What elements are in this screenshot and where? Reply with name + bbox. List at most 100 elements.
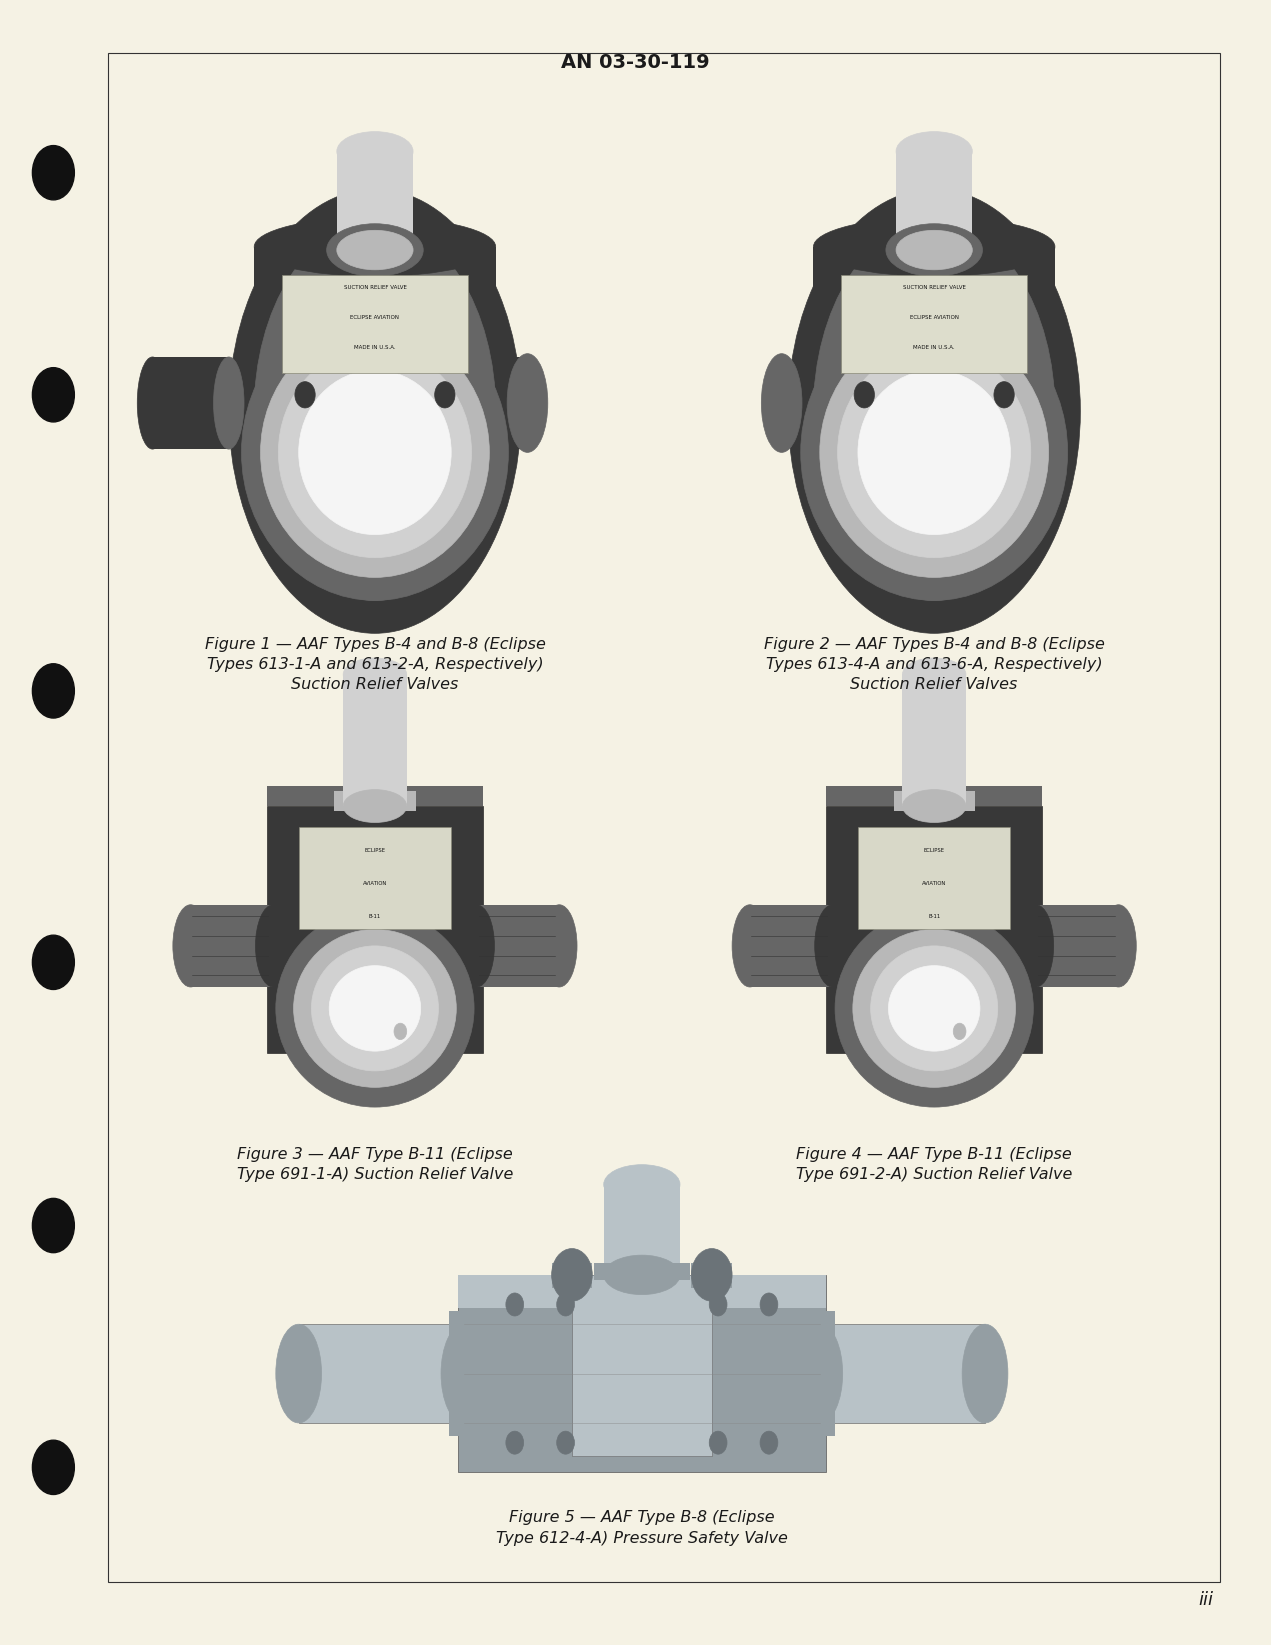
Bar: [334, 791, 416, 811]
Text: Figure 1 — AAF Types B-4 and B-8 (Eclipse
Types 613-1-A and 613-2-A, Respectivel: Figure 1 — AAF Types B-4 and B-8 (Eclips…: [205, 637, 545, 693]
Ellipse shape: [173, 905, 208, 987]
Bar: [826, 806, 1042, 1053]
Text: iii: iii: [1199, 1591, 1214, 1609]
Ellipse shape: [557, 1293, 574, 1316]
Ellipse shape: [813, 222, 1055, 600]
Bar: [337, 151, 413, 250]
Bar: [458, 1275, 826, 1472]
Text: Figure 4 — AAF Type B-11 (Eclipse
Type 691-2-A) Suction Relief Valve: Figure 4 — AAF Type B-11 (Eclipse Type 6…: [796, 1147, 1073, 1183]
Ellipse shape: [254, 222, 496, 600]
Ellipse shape: [278, 347, 472, 558]
Bar: [282, 275, 468, 373]
Circle shape: [33, 367, 75, 421]
Ellipse shape: [295, 382, 315, 408]
Text: SUCTION RELIEF VALVE: SUCTION RELIEF VALVE: [343, 285, 407, 291]
Ellipse shape: [801, 304, 1068, 600]
Text: Figure 2 — AAF Types B-4 and B-8 (Eclipse
Types 613-4-A and 613-6-A, Respectivel: Figure 2 — AAF Types B-4 and B-8 (Eclips…: [764, 637, 1104, 693]
Bar: [299, 827, 451, 929]
Ellipse shape: [886, 224, 982, 276]
Ellipse shape: [276, 910, 474, 1107]
Text: Figure 5 — AAF Type B-8 (Eclipse
Type 612-4-A) Pressure Safety Valve: Figure 5 — AAF Type B-8 (Eclipse Type 61…: [496, 1510, 788, 1546]
Bar: [826, 786, 1042, 806]
Ellipse shape: [604, 1165, 680, 1204]
Ellipse shape: [858, 370, 1010, 535]
Ellipse shape: [261, 327, 489, 577]
Ellipse shape: [1018, 905, 1054, 987]
Ellipse shape: [214, 357, 244, 449]
Ellipse shape: [435, 382, 455, 408]
Ellipse shape: [709, 1431, 727, 1454]
Ellipse shape: [994, 382, 1014, 408]
Ellipse shape: [254, 365, 496, 424]
Bar: [449, 1311, 472, 1436]
Text: AVIATION: AVIATION: [921, 880, 947, 887]
Ellipse shape: [919, 357, 949, 449]
Ellipse shape: [838, 347, 1031, 558]
Ellipse shape: [459, 905, 494, 987]
Bar: [604, 1184, 680, 1275]
Ellipse shape: [709, 1293, 727, 1316]
Bar: [902, 674, 966, 806]
Ellipse shape: [343, 790, 407, 822]
Text: ECLIPSE: ECLIPSE: [365, 847, 385, 854]
Ellipse shape: [854, 382, 874, 408]
Text: Figure 3 — AAF Type B-11 (Eclipse
Type 691-1-A) Suction Relief Valve: Figure 3 — AAF Type B-11 (Eclipse Type 6…: [236, 1147, 513, 1183]
Ellipse shape: [299, 370, 451, 535]
Circle shape: [33, 663, 75, 717]
Text: AVIATION: AVIATION: [362, 880, 388, 887]
Text: SUCTION RELIEF VALVE: SUCTION RELIEF VALVE: [902, 285, 966, 291]
Bar: [820, 1324, 985, 1423]
Ellipse shape: [871, 946, 998, 1071]
Ellipse shape: [276, 1324, 322, 1423]
Bar: [594, 1263, 690, 1280]
Ellipse shape: [506, 1293, 524, 1316]
Ellipse shape: [902, 658, 966, 691]
Ellipse shape: [327, 224, 423, 276]
Ellipse shape: [394, 1023, 407, 1040]
Ellipse shape: [732, 905, 768, 987]
Ellipse shape: [441, 1324, 487, 1423]
Ellipse shape: [337, 132, 413, 171]
Ellipse shape: [902, 790, 966, 822]
Ellipse shape: [552, 1249, 592, 1301]
Ellipse shape: [1101, 905, 1136, 987]
Ellipse shape: [760, 1431, 778, 1454]
Bar: [267, 786, 483, 806]
Bar: [191, 905, 273, 987]
Text: ECLIPSE AVIATION: ECLIPSE AVIATION: [910, 314, 958, 321]
Ellipse shape: [311, 946, 438, 1071]
Bar: [267, 806, 483, 1053]
Text: B-11: B-11: [928, 913, 941, 920]
Ellipse shape: [255, 905, 291, 987]
Ellipse shape: [835, 910, 1033, 1107]
Circle shape: [33, 1441, 75, 1494]
Ellipse shape: [229, 189, 521, 633]
Bar: [812, 1311, 835, 1436]
Bar: [299, 1324, 464, 1423]
Bar: [343, 674, 407, 806]
Ellipse shape: [294, 929, 456, 1087]
Bar: [254, 247, 496, 395]
Ellipse shape: [813, 365, 1055, 424]
Ellipse shape: [820, 327, 1049, 577]
Ellipse shape: [691, 1249, 732, 1301]
Bar: [572, 1275, 712, 1456]
Ellipse shape: [507, 354, 548, 452]
Ellipse shape: [797, 1324, 843, 1423]
Ellipse shape: [813, 217, 1055, 276]
Ellipse shape: [843, 357, 873, 449]
Text: MADE IN U.S.A.: MADE IN U.S.A.: [355, 344, 395, 350]
Ellipse shape: [254, 217, 496, 276]
Ellipse shape: [506, 1431, 524, 1454]
Bar: [750, 905, 833, 987]
Circle shape: [33, 1198, 75, 1253]
Ellipse shape: [760, 1293, 778, 1316]
Ellipse shape: [815, 905, 850, 987]
Text: ECLIPSE: ECLIPSE: [924, 847, 944, 854]
Ellipse shape: [888, 966, 980, 1051]
Ellipse shape: [557, 1431, 574, 1454]
Ellipse shape: [137, 357, 168, 449]
Bar: [813, 247, 1055, 395]
Ellipse shape: [788, 189, 1080, 633]
Ellipse shape: [572, 1278, 712, 1311]
